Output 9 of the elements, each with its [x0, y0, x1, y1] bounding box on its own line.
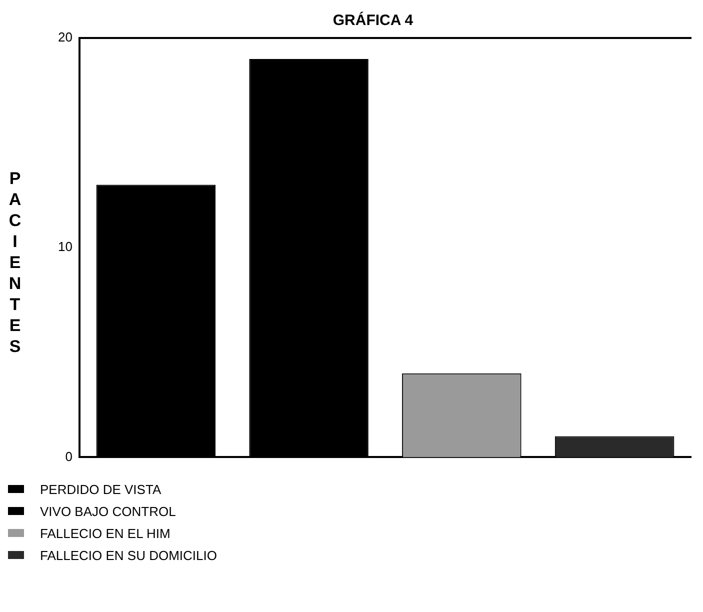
- legend-label: PERDIDO DE VISTA: [40, 482, 162, 496]
- chart-title: GRÁFICA 4: [332, 11, 414, 30]
- legend-label: FALLECIO EN EL HIM: [40, 526, 170, 540]
- y-tick-label: 20: [58, 30, 72, 45]
- text: PACIENTES: [8, 169, 22, 356]
- y-tick-label: 10: [58, 239, 72, 254]
- legend-label: VIVO BAJO CONTROL: [40, 504, 176, 518]
- legend-label: FALLECIO EN SU DOMICILIO: [40, 548, 217, 562]
- y-tick-label: 0: [65, 448, 72, 464]
